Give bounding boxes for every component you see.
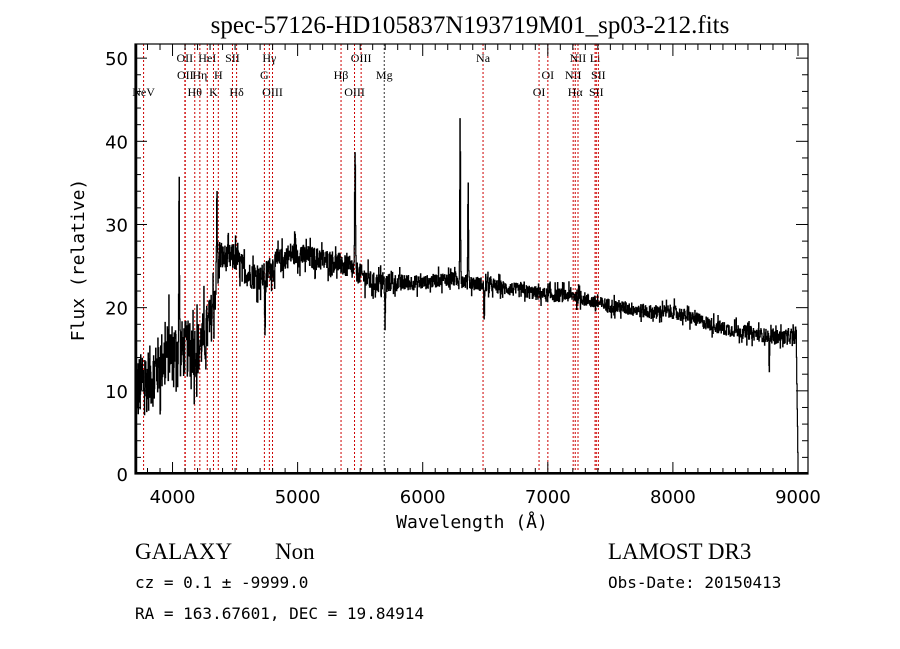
x-tick-label: 9000 [775, 487, 821, 508]
line-label: OIII [344, 85, 365, 99]
line-label: NII [570, 51, 587, 65]
y-tick-label: 0 [117, 465, 128, 486]
x-tick-label: 6000 [400, 487, 446, 508]
y-tick-label: 20 [105, 299, 128, 320]
line-label: SII [591, 68, 606, 82]
line-label: H [214, 68, 223, 82]
x-tick-label: 4000 [150, 487, 196, 508]
line-label: OIII [351, 51, 372, 65]
coordinates-text: RA = 163.67601, DEC = 19.84914 [135, 604, 424, 623]
line-label: Li [590, 51, 601, 65]
line-label: Hη [192, 68, 207, 82]
line-label: Hβ [334, 68, 349, 82]
redshift-text: cz = 0.1 ± -9999.0 [135, 573, 308, 592]
object-class: GALAXY [135, 539, 232, 564]
y-axis-label: Flux (relative) [68, 179, 89, 342]
line-label: Hα [568, 85, 584, 99]
spectrum-line [134, 118, 799, 474]
line-label: NeV [132, 85, 155, 99]
object-subclass: Non [275, 539, 315, 564]
line-label: G [260, 68, 269, 82]
y-tick-label: 30 [105, 215, 128, 236]
obs-date-text: Obs-Date: 20150413 [608, 573, 781, 592]
y-tick-label: 10 [105, 382, 128, 403]
line-label: OI [533, 85, 546, 99]
line-label: SII [225, 51, 240, 65]
line-label: OIII [262, 85, 283, 99]
y-tick-label: 50 [105, 49, 128, 70]
line-label: K [209, 85, 218, 99]
line-label: Hδ [229, 85, 244, 99]
x-axis-label: Wavelength (Å) [396, 511, 548, 533]
x-tick-label: 7000 [525, 487, 571, 508]
line-label: HeI [198, 51, 216, 65]
line-label: OI [542, 68, 555, 82]
survey-label: LAMOST DR3 [608, 539, 751, 564]
line-label: SII [589, 85, 604, 99]
spectrum-series [134, 118, 799, 474]
spectral-line-markers: NeVOIIOIIHθHηHeIKHSIIHδGHγOIIIHβOIIIOIII… [132, 44, 606, 474]
x-tick-label: 5000 [275, 487, 321, 508]
line-label: Na [476, 51, 491, 65]
y-tick-label: 40 [105, 132, 128, 153]
line-label: Mg [376, 68, 393, 82]
line-label: Hγ [262, 51, 277, 65]
axis-ticks: 4000 5000 6000 7000 8000 9000 0 10 20 30 40 50 [105, 44, 821, 508]
line-label: OII [177, 68, 194, 82]
x-tick-label: 8000 [650, 487, 696, 508]
chart-title: spec-57126-HD105837N193719M01_sp03-212.f… [211, 12, 730, 39]
line-label: Hθ [188, 85, 203, 99]
line-label: NII [565, 68, 582, 82]
